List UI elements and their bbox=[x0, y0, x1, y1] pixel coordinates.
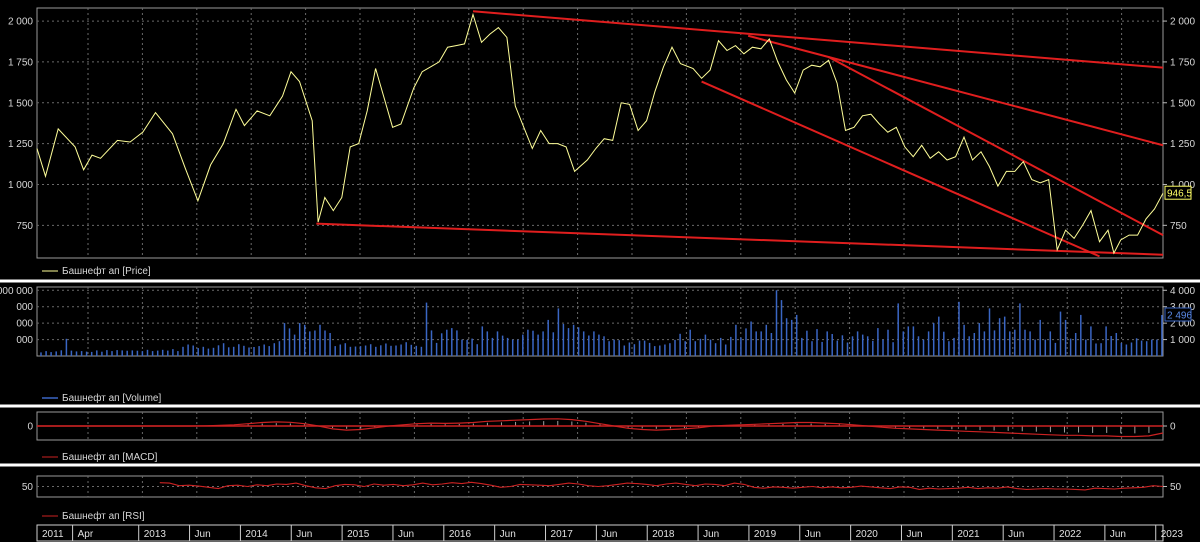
volume-ytick-left-3: 000 000 bbox=[0, 286, 33, 297]
macd-line bbox=[37, 418, 1164, 438]
x-axis-label-17: Jun bbox=[906, 529, 922, 540]
price-ytick-right-3: 1 500 bbox=[1170, 98, 1195, 109]
x-axis-label-12: 2018 bbox=[652, 529, 675, 540]
x-axis-label-13: Jun bbox=[703, 529, 719, 540]
x-axis-label-19: Jun bbox=[1008, 529, 1024, 540]
price-line bbox=[36, 12, 1164, 255]
volume-ytick-right-3: 4 000 bbox=[1170, 286, 1195, 297]
x-axis-label-2: 2013 bbox=[144, 529, 167, 540]
price-ytick-left-0: 750 bbox=[16, 221, 33, 232]
x-axis-label-11: Jun bbox=[601, 529, 617, 540]
price-trendline-2 bbox=[828, 56, 1164, 237]
price-ytick-right-4: 1 750 bbox=[1170, 57, 1195, 68]
volume-ytick-right-1: 2 000 bbox=[1170, 319, 1195, 330]
price-trendline-0 bbox=[472, 10, 1164, 69]
x-axis-label-5: Jun bbox=[296, 529, 312, 540]
price-ytick-left-1: 1 000 bbox=[8, 180, 33, 191]
volume-legend-label: Башнефт ап [Volume] bbox=[62, 392, 161, 404]
price-trendline-3 bbox=[701, 80, 1100, 258]
volume-ytick-left-1: 000 bbox=[16, 319, 33, 330]
volume-ytick-left-2: 000 bbox=[16, 302, 33, 313]
x-axis-label-20: 2022 bbox=[1059, 529, 1082, 540]
macd-legend-label: Башнефт ап [MACD] bbox=[62, 451, 158, 463]
price-last-value-box bbox=[1164, 185, 1192, 200]
price-ytick-left-2: 1 250 bbox=[8, 139, 33, 150]
x-axis-label-18: 2021 bbox=[957, 529, 980, 540]
price-ytick-right-2: 1 250 bbox=[1170, 139, 1195, 150]
price-ytick-left-5: 2 000 bbox=[8, 17, 33, 28]
x-axis-label-6: 2015 bbox=[347, 529, 370, 540]
volume-ytick-left-0: 000 bbox=[16, 335, 33, 346]
x-axis-label-4: 2014 bbox=[245, 529, 268, 540]
macd-ytick-right-0: 0 bbox=[1170, 422, 1176, 433]
price-ytick-left-3: 1 500 bbox=[8, 98, 33, 109]
volume-last-value-label: 2 496 bbox=[1167, 310, 1192, 321]
x-axis-label-15: Jun bbox=[805, 529, 821, 540]
price-ytick-right-0: 750 bbox=[1170, 221, 1187, 232]
volume-last-value-box bbox=[1164, 307, 1192, 322]
x-axis-label-14: 2019 bbox=[754, 529, 777, 540]
rsi-ytick-right-0: 50 bbox=[1170, 482, 1182, 493]
x-axis-label-1: Apr bbox=[78, 529, 94, 540]
rsi-ytick-left-0: 50 bbox=[22, 482, 34, 493]
price-ytick-right-1: 1 000 bbox=[1170, 180, 1195, 191]
rsi-line bbox=[159, 481, 1164, 491]
x-axis-label-7: Jun bbox=[398, 529, 414, 540]
x-axis-label-21: Jun bbox=[1110, 529, 1126, 540]
price-legend-label: Башнефт ап [Price] bbox=[62, 265, 151, 277]
rsi-legend-label: Башнефт ап [RSI] bbox=[62, 510, 145, 522]
x-axis-label-16: 2020 bbox=[856, 529, 879, 540]
price-ytick-left-4: 1 750 bbox=[8, 57, 33, 68]
price-trendline-4 bbox=[316, 222, 1164, 256]
volume-ytick-right-0: 1 000 bbox=[1170, 335, 1195, 346]
x-axis-label-22: 2023 bbox=[1161, 529, 1184, 540]
x-axis-label-10: 2017 bbox=[551, 529, 574, 540]
price-last-value-label: 946,5 bbox=[1167, 189, 1192, 200]
x-axis-label-9: Jun bbox=[500, 529, 516, 540]
x-axis-label-3: Jun bbox=[195, 529, 211, 540]
x-axis-label-8: 2016 bbox=[449, 529, 472, 540]
price-ytick-right-5: 2 000 bbox=[1170, 17, 1195, 28]
price-frame bbox=[36, 7, 1164, 259]
price-trendline-1 bbox=[747, 34, 1164, 147]
volume-frame bbox=[36, 286, 1164, 357]
x-axis-label-0: 2011 bbox=[42, 529, 64, 540]
macd-ytick-left-0: 0 bbox=[27, 422, 33, 433]
